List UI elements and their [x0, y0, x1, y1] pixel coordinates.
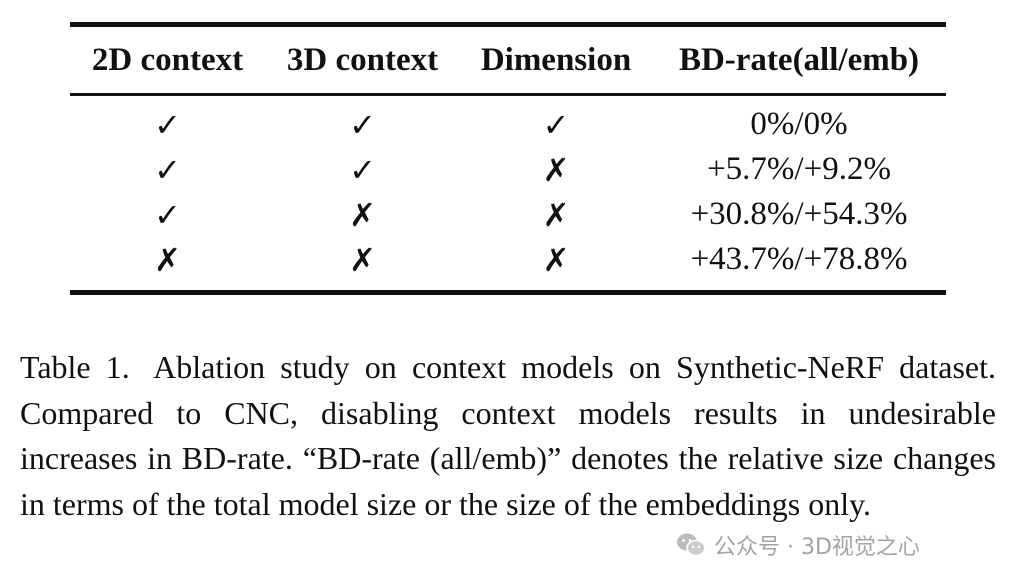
cross-mark-icon: ✗ [542, 150, 570, 189]
header-row: 2D context 3D context Dimension BD-rate(… [70, 27, 946, 93]
table-body: ✓ ✓ ✓ 0%/0% ✓ ✓ ✗ +5.7%/+9.2% ✓ ✗ ✗ +30.… [70, 102, 946, 282]
bd-rate-value: +43.7%/+78.8% [690, 241, 908, 277]
cross-mark-icon: ✗ [154, 240, 181, 279]
ablation-table: 2D context 3D context Dimension BD-rate(… [70, 22, 946, 295]
watermark-text: 公众号 · 3D视觉之心 [714, 535, 920, 560]
wechat-icon [676, 532, 706, 558]
cross-mark-icon: ✗ [349, 195, 376, 234]
check-mark-icon: ✓ [542, 105, 570, 144]
bd-rate-value: 0%/0% [750, 106, 848, 142]
bd-rate-value: +30.8%/+54.3% [690, 196, 908, 232]
header-dimension: Dimension [480, 41, 632, 78]
caption-label: Table 1. [20, 349, 130, 385]
check-mark-icon: ✓ [349, 150, 376, 189]
table-header: 2D context 3D context Dimension BD-rate(… [70, 27, 946, 93]
check-mark-icon: ✓ [154, 105, 181, 144]
table-row: ✓ ✓ ✓ 0%/0% [70, 102, 946, 147]
header-bd-rate: BD-rate(all/emb) [678, 41, 920, 78]
table-top-rule [70, 22, 946, 27]
table-row: ✓ ✓ ✗ +5.7%/+9.2% [70, 147, 946, 192]
table-bottom-rule [70, 290, 946, 295]
table-row: ✗ ✗ ✗ +43.7%/+78.8% [70, 237, 946, 282]
bd-rate-value: +5.7%/+9.2% [707, 151, 891, 187]
table-caption: Table 1. Ablation study on context model… [20, 345, 996, 527]
caption-text: Ablation study on context models on Synt… [20, 349, 997, 522]
table-mid-rule [70, 93, 946, 96]
cross-mark-icon: ✗ [542, 195, 570, 234]
cross-mark-icon: ✗ [542, 240, 570, 279]
check-mark-icon: ✓ [349, 105, 376, 144]
header-2d-context: 2D context [91, 41, 244, 78]
check-mark-icon: ✓ [154, 195, 181, 234]
check-mark-icon: ✓ [154, 150, 181, 189]
header-3d-context: 3D context [286, 41, 439, 78]
cross-mark-icon: ✗ [349, 240, 376, 279]
watermark: 公众号 · 3D视觉之心 [676, 528, 920, 562]
table-row: ✓ ✗ ✗ +30.8%/+54.3% [70, 192, 946, 237]
